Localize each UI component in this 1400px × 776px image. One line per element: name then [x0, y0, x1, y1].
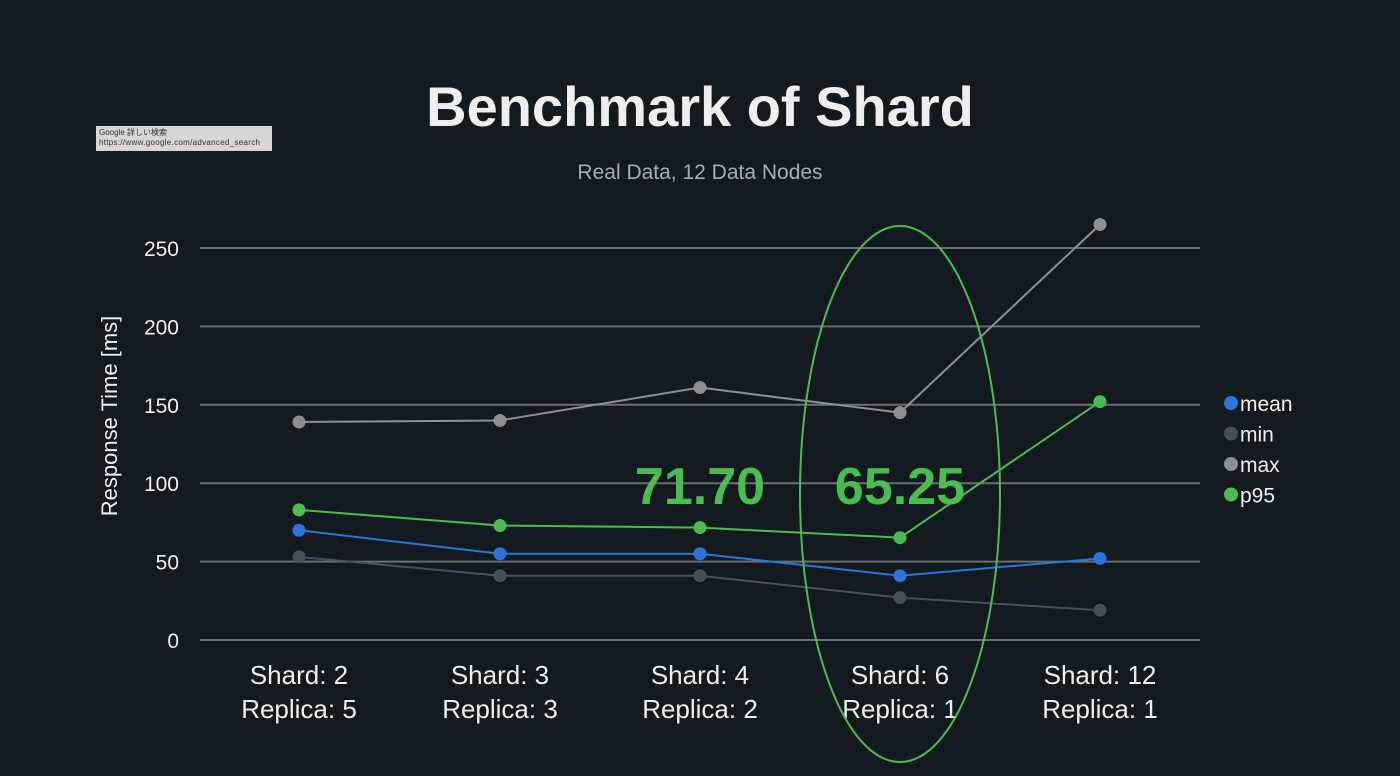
point-max-1 — [493, 413, 507, 427]
highlight-ellipse — [799, 225, 1001, 763]
x-tick-label-line2-3: Replica: 1 — [842, 694, 958, 724]
point-mean-2 — [693, 547, 707, 561]
x-tick-label-line1-3: Shard: 6 — [851, 660, 949, 690]
x-tick-label-line1-0: Shard: 2 — [250, 660, 348, 690]
point-p95-2 — [693, 521, 707, 535]
url-tooltip: Google 詳しい検索 https://www.google.com/adva… — [96, 126, 272, 151]
x-tick-label-line1-2: Shard: 4 — [651, 660, 749, 690]
legend: mean min max p95 — [1224, 393, 1293, 508]
y-tick-250: 250 — [144, 238, 179, 261]
point-mean-0 — [292, 523, 306, 537]
x-tick-label-line2-2: Replica: 2 — [642, 694, 758, 724]
tooltip-title: Google 詳しい検索 — [99, 128, 168, 137]
y-tick-0: 0 — [167, 630, 179, 653]
legend-label-max: max — [1240, 454, 1280, 477]
point-min-1 — [493, 569, 507, 583]
legend-marker-mean — [1224, 396, 1238, 410]
point-max-2 — [693, 381, 707, 395]
point-p95-0 — [292, 503, 306, 517]
y-tick-100: 100 — [144, 473, 179, 496]
point-min-3 — [893, 591, 907, 605]
legend-label-mean: mean — [1240, 393, 1293, 416]
point-p95-3 — [893, 531, 907, 545]
series-lines — [292, 217, 1107, 617]
y-tick-150: 150 — [144, 395, 179, 418]
x-tick-label-line2-0: Replica: 5 — [241, 694, 357, 724]
x-tick-label-line1-1: Shard: 3 — [451, 660, 549, 690]
point-mean-1 — [493, 547, 507, 561]
chart-subtitle: Real Data, 12 Data Nodes — [577, 161, 823, 184]
point-min-2 — [693, 569, 707, 583]
annotations: 71.70 65.25 — [635, 458, 965, 516]
point-mean-3 — [893, 569, 907, 583]
legend-marker-min — [1224, 426, 1238, 441]
point-min-0 — [292, 550, 306, 564]
legend-marker-p95 — [1224, 487, 1238, 502]
point-mean-4 — [1093, 551, 1107, 565]
point-p95-1 — [493, 519, 507, 533]
point-min-4 — [1093, 603, 1107, 617]
legend-label-min: min — [1240, 424, 1274, 447]
annotation-label-0: 71.70 — [635, 458, 765, 516]
tooltip-url: https://www.google.com/advanced_search — [99, 138, 261, 147]
point-max-4 — [1093, 217, 1107, 231]
y-tick-labels: 0 50 100 150 200 250 — [144, 238, 179, 653]
chart-title: Benchmark of Shard — [426, 75, 974, 138]
annotation-label-1: 65.25 — [835, 458, 965, 516]
point-p95-4 — [1093, 395, 1107, 409]
point-max-3 — [893, 406, 907, 420]
point-max-0 — [292, 415, 306, 429]
y-tick-50: 50 — [156, 552, 179, 575]
legend-label-p95: p95 — [1240, 485, 1275, 508]
series-line-min — [298, 555, 1101, 612]
y-tick-200: 200 — [144, 316, 179, 339]
legend-marker-max — [1224, 457, 1238, 471]
x-tick-label-line2-4: Replica: 1 — [1042, 694, 1158, 724]
gridlines — [200, 247, 1200, 641]
x-tick-label-line1-4: Shard: 12 — [1044, 660, 1157, 690]
y-axis-label: Response Time [ms] — [97, 316, 122, 517]
x-tick-labels: Shard: 2 Replica: 5 Shard: 3 Replica: 3 Shar… — [241, 660, 1158, 724]
x-tick-label-line2-1: Replica: 3 — [442, 694, 558, 724]
